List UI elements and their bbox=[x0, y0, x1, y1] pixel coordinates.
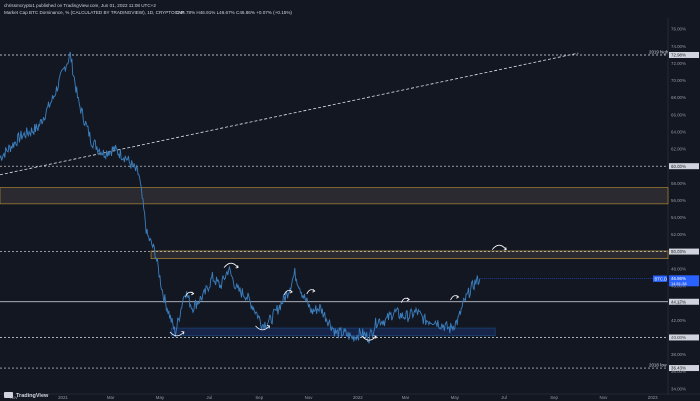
arrowhead bbox=[312, 288, 316, 293]
y-tick-label: 48.00% bbox=[671, 266, 686, 271]
x-tick-label: Nov bbox=[599, 395, 608, 400]
level-tag bbox=[669, 334, 699, 341]
y-tick-label: 66.00% bbox=[671, 112, 686, 117]
levels-layer: 72.98%2019 high 60.00% 50.03% 44.17% 40.00% 3… bbox=[0, 50, 699, 372]
y-tick-label: 64.00% bbox=[671, 129, 686, 134]
y-tick-label: 52.00% bbox=[671, 232, 686, 237]
trendline bbox=[0, 52, 579, 176]
x-tick-label: Sep bbox=[255, 395, 263, 400]
y-tick-label: 38.00% bbox=[671, 352, 686, 357]
arrowhead bbox=[289, 289, 293, 294]
symbol-tag-label: BTC.D bbox=[655, 276, 668, 281]
y-tick-label: 56.00% bbox=[671, 198, 686, 203]
y-tick-label: 42.00% bbox=[671, 318, 686, 323]
level-tag bbox=[669, 52, 699, 59]
level-tag-label: 72.98% bbox=[671, 53, 686, 58]
y-tick-label: 74.00% bbox=[671, 44, 686, 49]
current-price-tag bbox=[669, 275, 699, 287]
x-tick-label: 2022 bbox=[353, 395, 363, 400]
level-tag-label: 36.43% bbox=[671, 366, 686, 371]
time-axis[interactable]: Nov 2021 Mar May Jul Sep Nov 2022 Mar May Jul Sep No… bbox=[10, 395, 658, 400]
arrowhead bbox=[406, 297, 410, 302]
symbol-line: Market Cap BTC Dominance, % (CALCULATED … bbox=[4, 10, 184, 15]
trendline-layer bbox=[0, 52, 579, 176]
arrowhead bbox=[191, 291, 195, 296]
current-price-label: 46.86% bbox=[671, 276, 686, 281]
y-tick-label: 54.00% bbox=[671, 215, 686, 220]
arrowhead bbox=[235, 265, 239, 269]
x-tick-label: 2021 bbox=[58, 395, 68, 400]
x-tick-label: May bbox=[451, 395, 460, 400]
level-tag-label: 44.17% bbox=[671, 299, 686, 304]
x-tick-label: Jul bbox=[501, 395, 507, 400]
ohlc-readout: O46.78% H46.91% L46.67% C46.86% +0.07% (… bbox=[176, 10, 292, 15]
y-tick-label: 40.00% bbox=[671, 335, 686, 340]
bottom-arc-arrow bbox=[255, 325, 270, 331]
zones-layer bbox=[0, 187, 669, 337]
x-tick-label: Nov bbox=[10, 395, 19, 400]
y-tick-label: 60.00% bbox=[671, 164, 686, 169]
y-tick-label: 50.00% bbox=[671, 249, 686, 254]
bottom-arc-arrow bbox=[169, 331, 185, 337]
level-tag-label: 40.00% bbox=[671, 335, 686, 340]
y-tick-label: 34.00% bbox=[671, 386, 686, 391]
annotations-layer bbox=[169, 244, 507, 341]
level-tag-label: 60.00% bbox=[671, 164, 686, 169]
level-caption: 2019 high bbox=[649, 50, 669, 55]
y-tick-label: 72.00% bbox=[671, 61, 686, 66]
arrowhead bbox=[456, 294, 460, 299]
top-arc-arrow bbox=[223, 262, 239, 268]
level-caption: 2018 low bbox=[649, 363, 667, 368]
x-tick-label: Sep bbox=[550, 395, 558, 400]
level-tag bbox=[669, 365, 699, 372]
resistance-zone bbox=[0, 187, 669, 205]
arrowhead bbox=[503, 247, 507, 251]
y-tick-label: 36.00% bbox=[671, 369, 686, 374]
level-tag bbox=[669, 163, 699, 170]
y-tick-label: 44.00% bbox=[671, 301, 686, 306]
support-zone bbox=[170, 327, 496, 337]
x-tick-label: Mar bbox=[402, 395, 410, 400]
resistance-zone bbox=[150, 250, 669, 259]
btc-dominance-line bbox=[0, 51, 481, 344]
x-tick-label: Jul bbox=[206, 395, 212, 400]
x-tick-label: May bbox=[156, 395, 165, 400]
y-tick-label: 68.00% bbox=[671, 95, 686, 100]
level-tag-label: 50.03% bbox=[671, 249, 686, 254]
arrowhead bbox=[181, 331, 185, 335]
y-tick-label: 46.00% bbox=[671, 284, 686, 289]
y-tick-label: 70.00% bbox=[671, 78, 686, 83]
symbol-tag bbox=[653, 275, 667, 282]
brand-name: TradingView bbox=[16, 393, 49, 399]
y-tick-label: 62.00% bbox=[671, 147, 686, 152]
level-tag bbox=[669, 248, 699, 255]
tradingview-logo-icon bbox=[4, 392, 13, 398]
published-line: chrissmcrypto1 published on TradingView.… bbox=[4, 3, 156, 8]
level-tag bbox=[669, 298, 699, 305]
y-tick-label: 76.00% bbox=[671, 27, 686, 32]
y-tick-label: 58.00% bbox=[671, 181, 686, 186]
countdown-label: 14:51:38 bbox=[671, 281, 687, 286]
bottom-arc-arrow bbox=[361, 335, 377, 341]
price-axis[interactable]: 76.00% 74.00% 72.00% 70.00% 68.00% 66.00% 64.0… bbox=[671, 27, 686, 392]
arrowhead bbox=[373, 335, 377, 339]
x-tick-label: Mar bbox=[107, 395, 115, 400]
arrowhead bbox=[266, 325, 270, 329]
x-tick-label: Nov bbox=[305, 395, 314, 400]
brand-logo[interactable]: TradingView bbox=[4, 392, 49, 399]
x-tick-label: 2023 bbox=[648, 395, 658, 400]
series-layer: BTC.D 46.86%14:51:38 bbox=[0, 51, 699, 344]
top-arc-arrow bbox=[491, 244, 507, 250]
